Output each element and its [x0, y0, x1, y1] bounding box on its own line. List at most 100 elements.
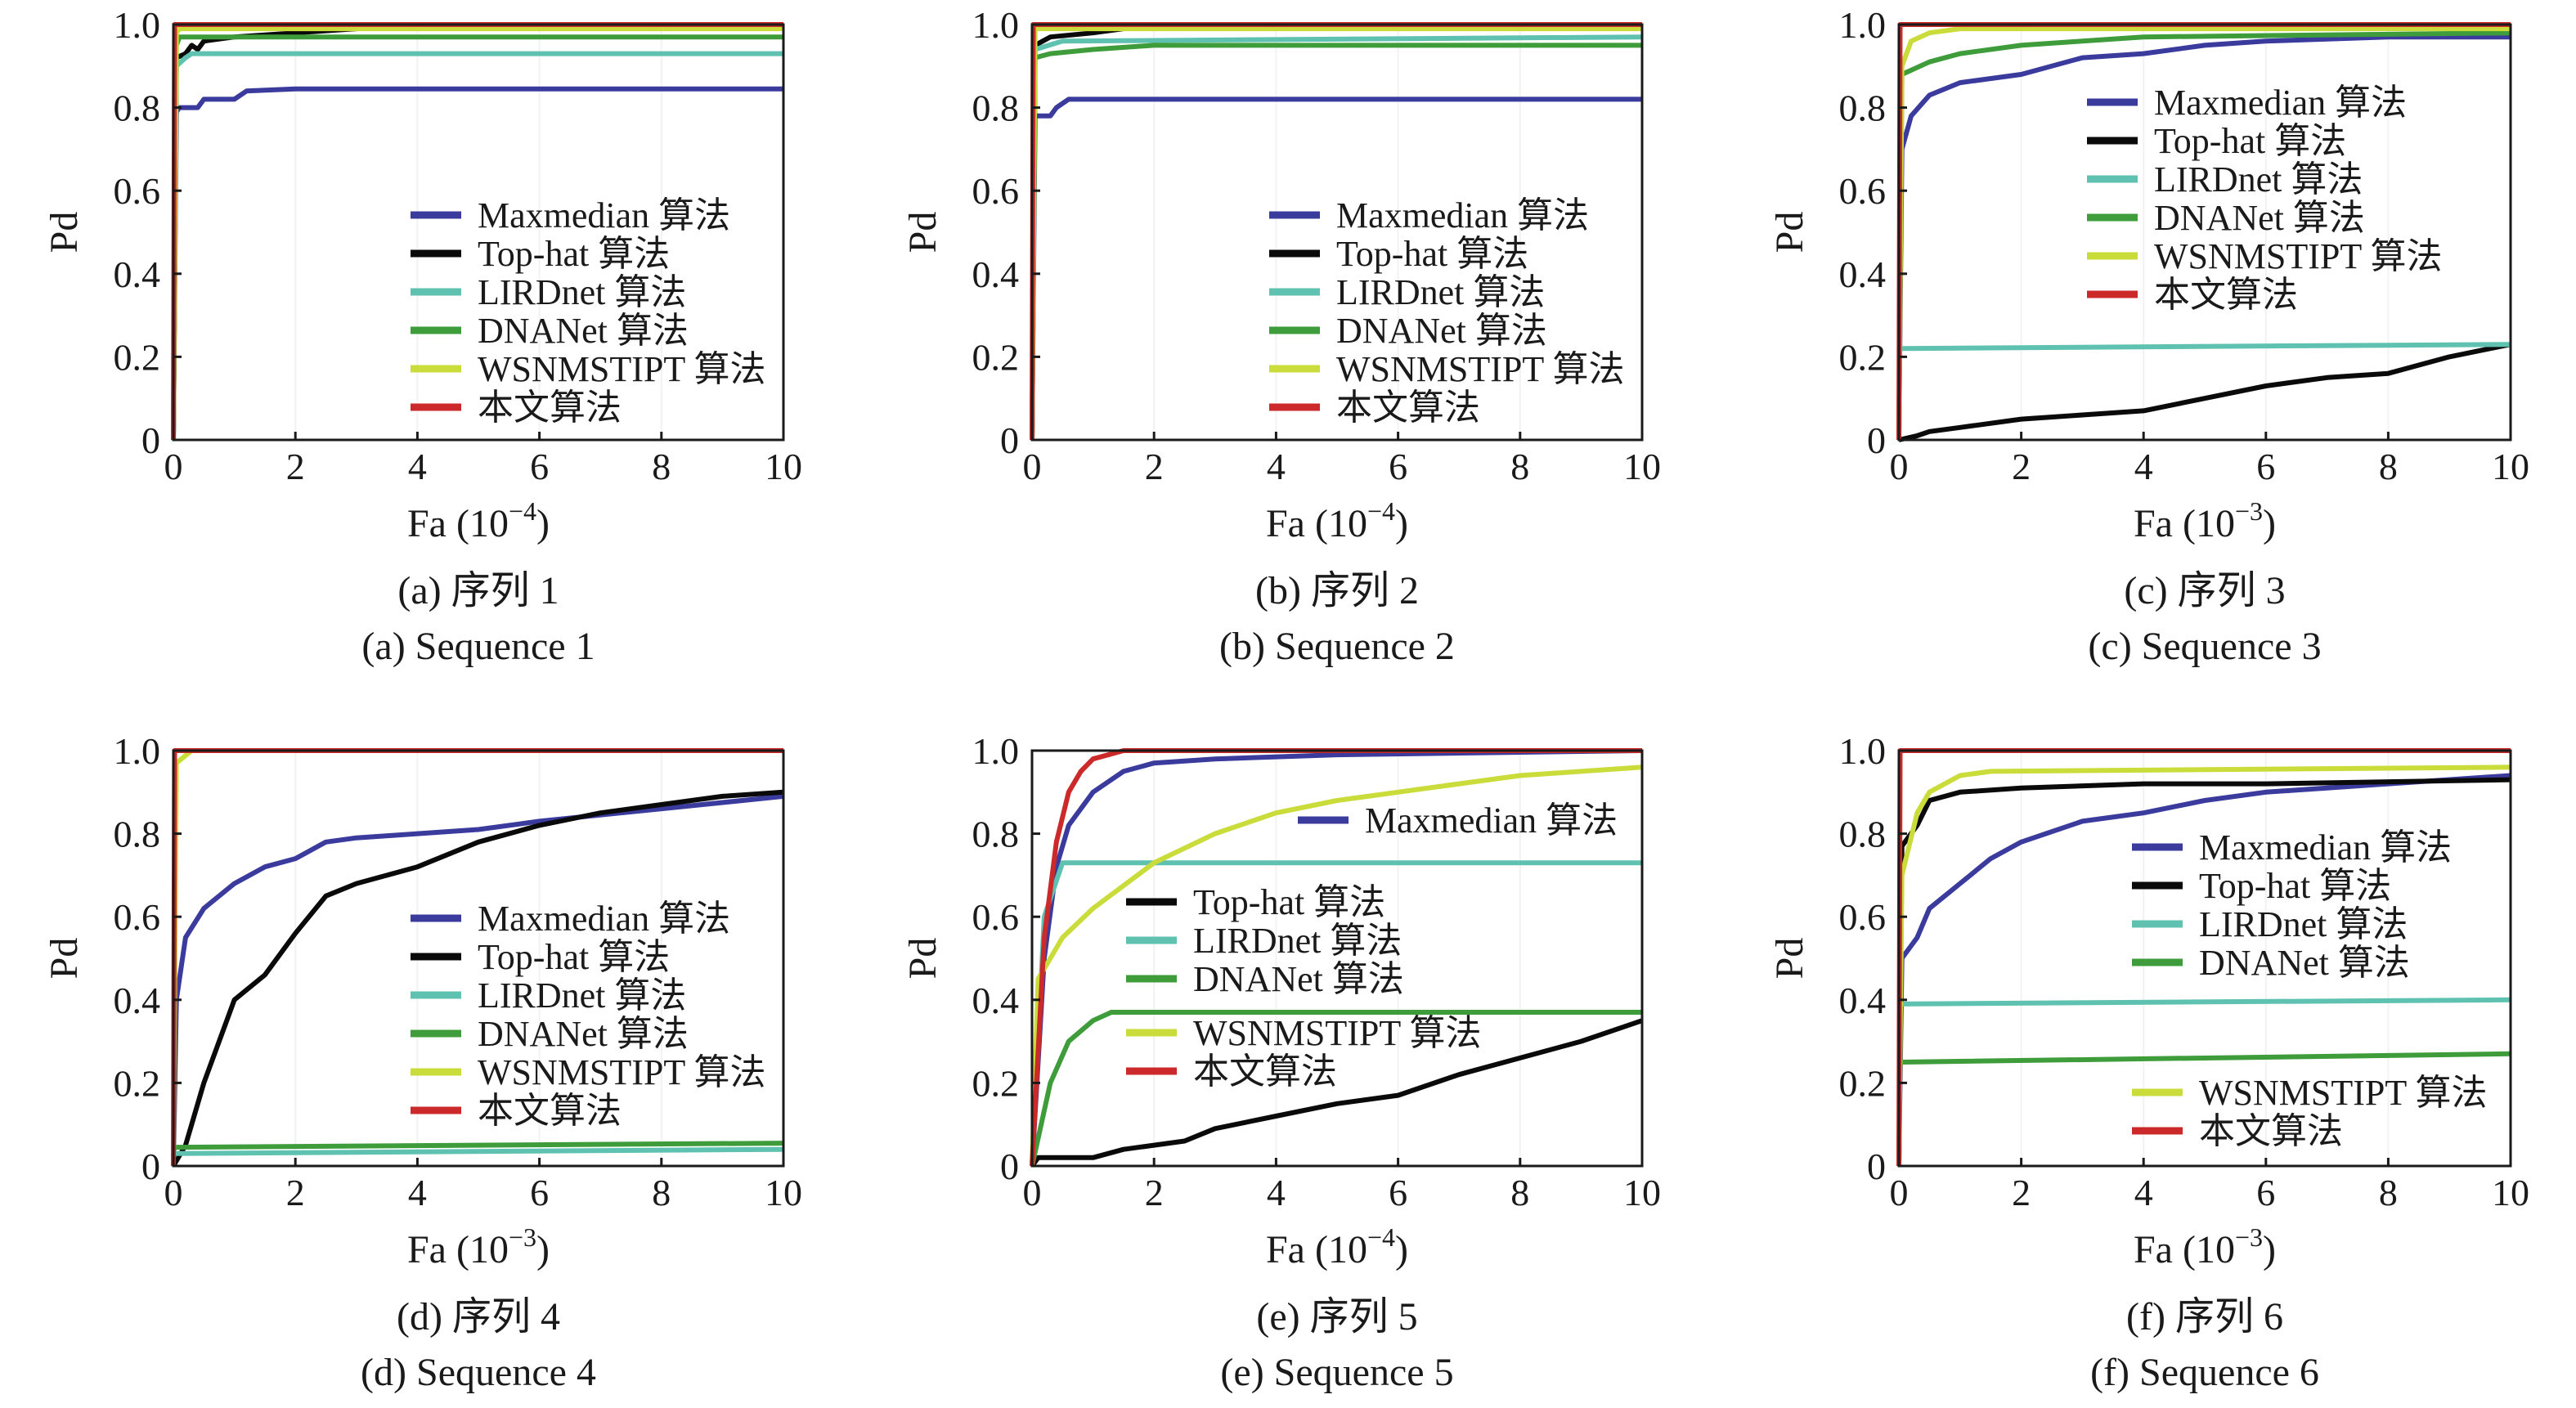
x-tick-label: 8 — [1510, 1172, 1529, 1213]
y-tick-label: 0.6 — [1839, 896, 1887, 938]
chart-panel-4: 0 2 4 6 8 10 0 0.2 0.4 0.6 0.8 1.0 Pd Fa (10−3) (d) 序列… — [43, 730, 802, 1394]
x-tick-label: 8 — [2379, 446, 2398, 487]
chart-panel-6: 0 2 4 6 8 10 0 0.2 0.4 0.6 0.8 1.0 Pd Fa (10−3) (f) 序列… — [1768, 730, 2529, 1394]
chart-panel-5: 0 2 4 6 8 10 0 0.2 0.4 0.6 0.8 1.0 Pd Fa (10−4) (e) 序列… — [901, 730, 1661, 1394]
legend-label: LIRDnet 算法 — [2154, 159, 2363, 200]
y-tick-label: 0 — [1867, 1146, 1886, 1187]
x-axis-label: Fa (10−3) — [407, 1222, 550, 1271]
x-tick-label: 6 — [1389, 446, 1407, 487]
caption-cn: (c) 序列 3 — [2124, 569, 2285, 612]
x-tick-label: 2 — [2012, 1172, 2031, 1213]
legend-label: LIRDnet 算法 — [1336, 272, 1545, 312]
x-tick-label: 4 — [1267, 1172, 1286, 1213]
legend-label: 本文算法 — [1193, 1052, 1337, 1092]
x-axis-label: Fa (10−4) — [1266, 1222, 1408, 1271]
legend-label: Top-hat 算法 — [1336, 234, 1528, 274]
caption-en: (b) Sequence 2 — [1219, 625, 1455, 668]
y-tick-label: 0 — [141, 419, 160, 461]
x-tick-label: 6 — [1389, 1172, 1407, 1213]
plot-frame — [172, 23, 785, 442]
legend-label: Maxmedian 算法 — [1365, 800, 1618, 841]
legend-label: LIRDnet 算法 — [478, 272, 686, 312]
y-tick-label: 0.4 — [114, 980, 161, 1021]
y-tick-label: 0 — [1867, 419, 1886, 461]
series-line-1 — [1896, 773, 2511, 1167]
legend-label: Top-hat 算法 — [1193, 882, 1385, 922]
series-line-6 — [1030, 748, 1642, 1167]
y-tick-label: 0 — [1000, 419, 1019, 461]
y-axis-label: Pd — [43, 212, 86, 253]
caption-cn: (a) 序列 1 — [397, 569, 559, 612]
legend-label: 本文算法 — [2154, 275, 2298, 315]
y-tick-label: 1.0 — [1839, 730, 1887, 772]
chart-panel-3: 0 2 4 6 8 10 0 0.2 0.4 0.6 0.8 1.0 Pd Fa (10−3) (c) 序列… — [1768, 4, 2529, 668]
x-tick-label: 0 — [1023, 446, 1042, 487]
legend-label: WSNMSTIPT 算法 — [2154, 236, 2442, 276]
x-tick-label: 8 — [652, 1172, 671, 1213]
legend-label: WSNMSTIPT 算法 — [2199, 1073, 2487, 1113]
legend-label: Maxmedian 算法 — [478, 899, 730, 939]
y-tick-label: 0.2 — [972, 336, 1020, 378]
legend-label: Maxmedian 算法 — [2154, 83, 2407, 123]
y-tick-label: 0.8 — [1839, 814, 1887, 855]
legend-label: 本文算法 — [2199, 1111, 2343, 1151]
series-line-4 — [1030, 1010, 1642, 1167]
x-tick-label: 10 — [1623, 446, 1661, 487]
x-tick-label: 0 — [1890, 446, 1909, 487]
y-tick-label: 0.8 — [114, 814, 161, 855]
x-tick-label: 10 — [2492, 446, 2529, 487]
x-tick-label: 4 — [2134, 1172, 2153, 1213]
x-tick-label: 8 — [652, 446, 671, 487]
x-tick-label: 2 — [2012, 446, 2031, 487]
x-tick-label: 2 — [286, 446, 305, 487]
caption-cn: (b) 序列 2 — [1255, 569, 1419, 612]
x-tick-label: 4 — [408, 1172, 427, 1213]
x-tick-label: 2 — [286, 1172, 305, 1213]
legend-label: WSNMSTIPT 算法 — [1193, 1013, 1481, 1053]
y-tick-label: 0.6 — [1839, 170, 1887, 212]
legend-label: WSNMSTIPT 算法 — [478, 349, 765, 389]
x-tick-label: 4 — [408, 446, 427, 487]
x-tick-label: 10 — [2492, 1172, 2529, 1213]
y-tick-label: 0.4 — [972, 980, 1020, 1021]
y-tick-label: 0.8 — [972, 814, 1020, 855]
plot-area — [1899, 751, 2511, 1166]
y-tick-label: 0.2 — [1839, 1062, 1887, 1104]
y-axis-label: Pd — [901, 938, 945, 980]
x-tick-label: 10 — [765, 446, 802, 487]
legend-label: LIRDnet 算法 — [1193, 921, 1402, 961]
legend-label: Maxmedian 算法 — [2199, 827, 2452, 868]
x-tick-label: 0 — [164, 446, 183, 487]
x-tick-label: 2 — [1145, 1172, 1164, 1213]
x-tick-label: 8 — [2379, 1172, 2398, 1213]
x-tick-label: 0 — [1023, 1172, 1042, 1213]
legend-label: Top-hat 算法 — [2199, 866, 2391, 906]
y-tick-label: 0.8 — [972, 87, 1020, 129]
y-tick-label: 0.6 — [114, 170, 161, 212]
y-tick-label: 0 — [141, 1146, 160, 1187]
y-tick-label: 0.4 — [114, 253, 161, 295]
caption-cn: (e) 序列 5 — [1256, 1295, 1417, 1338]
plot-frame — [1897, 23, 2512, 442]
series-line-2 — [1898, 342, 2511, 442]
caption-en: (d) Sequence 4 — [361, 1351, 596, 1394]
y-tick-label: 0.4 — [1839, 980, 1887, 1021]
legend-label: DNANet 算法 — [2154, 198, 2365, 238]
caption-en: (e) Sequence 5 — [1220, 1351, 1453, 1394]
x-tick-label: 4 — [2134, 446, 2153, 487]
x-tick-label: 6 — [2256, 1172, 2275, 1213]
legend-label: Maxmedian 算法 — [478, 195, 730, 235]
legend-label: Top-hat 算法 — [478, 234, 670, 274]
y-tick-label: 0.2 — [1839, 336, 1887, 378]
plot-frame — [1030, 23, 1644, 442]
y-tick-label: 1.0 — [972, 4, 1020, 46]
legend-label: Maxmedian 算法 — [1336, 195, 1589, 235]
x-tick-label: 0 — [164, 1172, 183, 1213]
caption-en: (f) Sequence 6 — [2090, 1351, 2319, 1394]
plot-frame — [1897, 749, 2512, 1168]
legend-label: LIRDnet 算法 — [2199, 904, 2408, 944]
x-tick-label: 8 — [1510, 446, 1529, 487]
